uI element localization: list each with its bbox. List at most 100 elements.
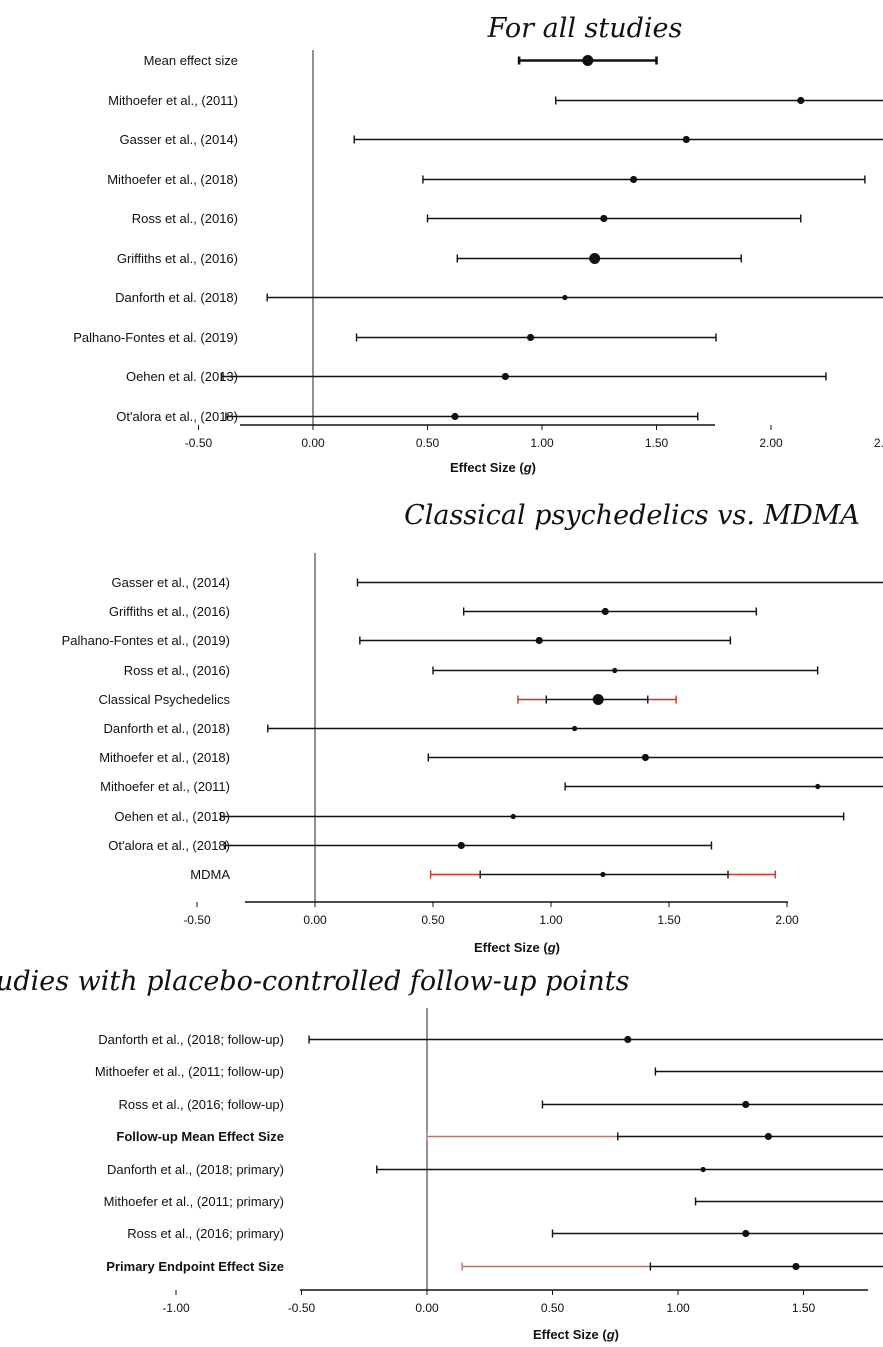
forest-row: Mithoefer et al., (2018) [107, 172, 866, 187]
study-label: Danforth et al., (2018; primary) [107, 1162, 284, 1177]
x-tick-label: 1.50 [645, 436, 669, 450]
x-axis-label-part: Effect Size ( [474, 940, 548, 955]
forest-row: Danforth et al., (2018; primary) [107, 1162, 883, 1177]
x-axis-label: Effect Size (g) [450, 460, 536, 475]
forest-row: Classical Psychedelics [99, 692, 677, 707]
study-label: Ross et al., (2016; follow-up) [119, 1097, 284, 1112]
x-axis-label-part: ) [615, 1327, 619, 1342]
study-label: Palhano-Fontes et al. (2019) [73, 330, 238, 345]
forest-row: Mithoefer et al., (2011; primary) [104, 1194, 883, 1209]
study-label: Mithoefer et al., (2011; primary) [104, 1194, 284, 1209]
point-estimate-marker [451, 412, 459, 421]
x-tick-label: 0.50 [416, 436, 440, 450]
point-estimate-marker [742, 1100, 750, 1109]
panel-title: Classical psychedelics vs. MDMA [404, 500, 860, 531]
study-label: Danforth et al., (2018) [104, 721, 230, 736]
point-estimate-marker [457, 841, 465, 850]
point-estimate-marker [589, 253, 601, 264]
study-label: Griffiths et al., (2016) [117, 251, 238, 266]
study-label: MDMA [190, 867, 230, 882]
point-estimate-marker [600, 871, 606, 878]
forest-row: Primary Endpoint Effect Size [106, 1259, 883, 1274]
forest-row: Danforth et al., (2018) [104, 721, 883, 736]
point-estimate-marker [526, 333, 535, 342]
forest-row: Griffiths et al., (2016) [117, 251, 742, 266]
study-label: Danforth et al., (2018; follow-up) [98, 1032, 284, 1047]
panel-follow-up-points: Studies with placebo-controlled follow-u… [0, 966, 883, 1342]
point-estimate-marker [624, 1035, 632, 1044]
study-label: Ross et al., (2016) [124, 663, 230, 678]
forest-row: MDMA [190, 867, 776, 882]
study-label: Mithoefer et al., (2011; follow-up) [95, 1064, 284, 1079]
x-tick-label: -0.50 [185, 436, 213, 450]
panel-title: Studies with placebo-controlled follow-u… [0, 966, 629, 997]
panel-classical-vs-mdma: Classical psychedelics vs. MDMA -0.50 0.0… [62, 500, 883, 955]
x-tick-label: 0.00 [303, 913, 327, 927]
point-estimate-marker [600, 214, 608, 223]
study-label: Mithoefer et al., (2011) [100, 779, 230, 794]
forest-row: Griffiths et al., (2016) [109, 604, 758, 619]
point-estimate-marker [682, 135, 690, 144]
x-tick-label: -0.50 [183, 913, 211, 927]
forest-row: Danforth et al., (2018; follow-up) [98, 1032, 883, 1047]
study-label: Mithoefer et al., (2018) [99, 750, 230, 765]
x-axis-label-part: Effect Size ( [450, 460, 524, 475]
study-label: Palhano-Fontes et al., (2019) [62, 633, 230, 648]
x-tick-label: 1.00 [539, 913, 563, 927]
study-label: Gasser et al., (2014) [120, 132, 239, 147]
study-label: Gasser et al., (2014) [112, 575, 231, 590]
study-label: Ross et al., (2016) [132, 211, 238, 226]
study-label: Classical Psychedelics [99, 692, 231, 707]
study-label: Mithoefer et al., (2011) [108, 93, 238, 108]
x-axis-label-part: g [523, 460, 532, 475]
point-estimate-marker [792, 1262, 800, 1271]
point-estimate-marker [612, 667, 618, 674]
x-tick-label: 2.50 [874, 436, 883, 450]
point-estimate-marker [601, 607, 609, 616]
study-label: Ot'alora et al., (2018) [108, 838, 230, 853]
x-axis-label-part: ) [532, 460, 536, 475]
study-label: Griffiths et al., (2016) [109, 604, 230, 619]
point-estimate-marker [510, 813, 516, 820]
forest-row: Danforth et al. (2018) [115, 290, 883, 305]
point-estimate-marker [572, 725, 578, 732]
study-label: Follow-up Mean Effect Size [116, 1129, 284, 1144]
forest-row: Ross et al., (2016; primary) [127, 1226, 883, 1241]
study-label: Ot'alora et al., (2018) [116, 409, 238, 424]
point-estimate-marker [797, 96, 805, 105]
point-estimate-marker [700, 1166, 706, 1173]
forest-row: Palhano-Fontes et al. (2019) [73, 330, 717, 345]
x-tick-label: 2.00 [759, 436, 783, 450]
x-tick-label: 0.00 [415, 1301, 439, 1315]
point-estimate-marker [535, 636, 543, 645]
forest-row: Mean effect size [144, 53, 658, 68]
study-label: Primary Endpoint Effect Size [106, 1259, 284, 1274]
forest-row: Oehen et al., (2013) [114, 809, 845, 824]
forest-row: Ross et al., (2016; follow-up) [119, 1097, 883, 1112]
x-tick-label: 1.50 [792, 1301, 816, 1315]
forest-row: Mithoefer et al., (2011) [108, 93, 883, 108]
point-estimate-marker [815, 783, 821, 790]
x-axis-label-part: g [547, 940, 556, 955]
point-estimate-marker [764, 1132, 772, 1141]
point-estimate-marker [562, 294, 568, 301]
forest-row: Ot'alora et al., (2018) [116, 409, 699, 424]
forest-row: Ross et al., (2016) [124, 663, 819, 678]
forest-row: Mithoefer et al., (2011; follow-up) [95, 1064, 883, 1079]
x-axis-label-part: Effect Size ( [533, 1327, 607, 1342]
forest-row: Follow-up Mean Effect Size [116, 1129, 883, 1144]
forest-row: Mithoefer et al., (2011) [100, 779, 883, 794]
forest-row: Mithoefer et al., (2018) [99, 750, 883, 765]
x-axis-label-part: ) [556, 940, 560, 955]
x-axis-label: Effect Size (g) [533, 1327, 619, 1342]
study-label: Oehen et al., (2013) [114, 809, 230, 824]
x-tick-label: 0.50 [541, 1301, 565, 1315]
x-tick-label: 1.50 [657, 913, 681, 927]
forest-row: Ross et al., (2016) [132, 211, 802, 226]
point-estimate-marker [630, 175, 638, 184]
forest-row: Ot'alora et al., (2018) [108, 838, 713, 853]
forest-row: Gasser et al., (2014) [120, 132, 883, 147]
point-estimate-marker [742, 1229, 750, 1238]
study-label: Danforth et al. (2018) [115, 290, 238, 305]
